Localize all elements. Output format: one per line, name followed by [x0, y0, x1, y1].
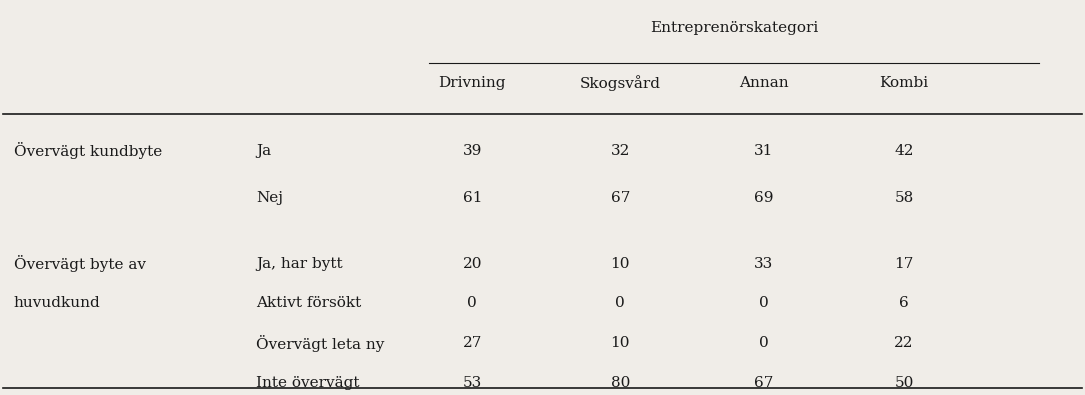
Text: 10: 10: [611, 257, 630, 271]
Text: 33: 33: [754, 257, 774, 271]
Text: 80: 80: [611, 376, 630, 390]
Text: 42: 42: [894, 144, 914, 158]
Text: 58: 58: [894, 190, 914, 205]
Text: 0: 0: [758, 296, 768, 310]
Text: 0: 0: [758, 336, 768, 350]
Text: 53: 53: [462, 376, 482, 390]
Text: 22: 22: [894, 336, 914, 350]
Text: Övervägt leta ny: Övervägt leta ny: [256, 335, 385, 352]
Text: Övervägt kundbyte: Övervägt kundbyte: [14, 142, 162, 159]
Text: Skogsvård: Skogsvård: [579, 75, 661, 90]
Text: 10: 10: [611, 336, 630, 350]
Text: huvudkund: huvudkund: [14, 296, 100, 310]
Text: 32: 32: [611, 144, 630, 158]
Text: Entreprenörskategori: Entreprenörskategori: [650, 21, 818, 35]
Text: Nej: Nej: [256, 190, 283, 205]
Text: 31: 31: [754, 144, 774, 158]
Text: 61: 61: [462, 190, 482, 205]
Text: 67: 67: [611, 190, 630, 205]
Text: Kombi: Kombi: [880, 75, 929, 90]
Text: 6: 6: [899, 296, 909, 310]
Text: 17: 17: [894, 257, 914, 271]
Text: Drivning: Drivning: [438, 75, 506, 90]
Text: Inte övervägt: Inte övervägt: [256, 376, 360, 390]
Text: 27: 27: [462, 336, 482, 350]
Text: 20: 20: [462, 257, 482, 271]
Text: Aktivt försökt: Aktivt försökt: [256, 296, 361, 310]
Text: Ja: Ja: [256, 144, 271, 158]
Text: Ja, har bytt: Ja, har bytt: [256, 257, 343, 271]
Text: 39: 39: [462, 144, 482, 158]
Text: 67: 67: [754, 376, 774, 390]
Text: 69: 69: [754, 190, 774, 205]
Text: 0: 0: [615, 296, 625, 310]
Text: Övervägt byte av: Övervägt byte av: [14, 255, 145, 272]
Text: 0: 0: [468, 296, 477, 310]
Text: Annan: Annan: [739, 75, 789, 90]
Text: 50: 50: [894, 376, 914, 390]
